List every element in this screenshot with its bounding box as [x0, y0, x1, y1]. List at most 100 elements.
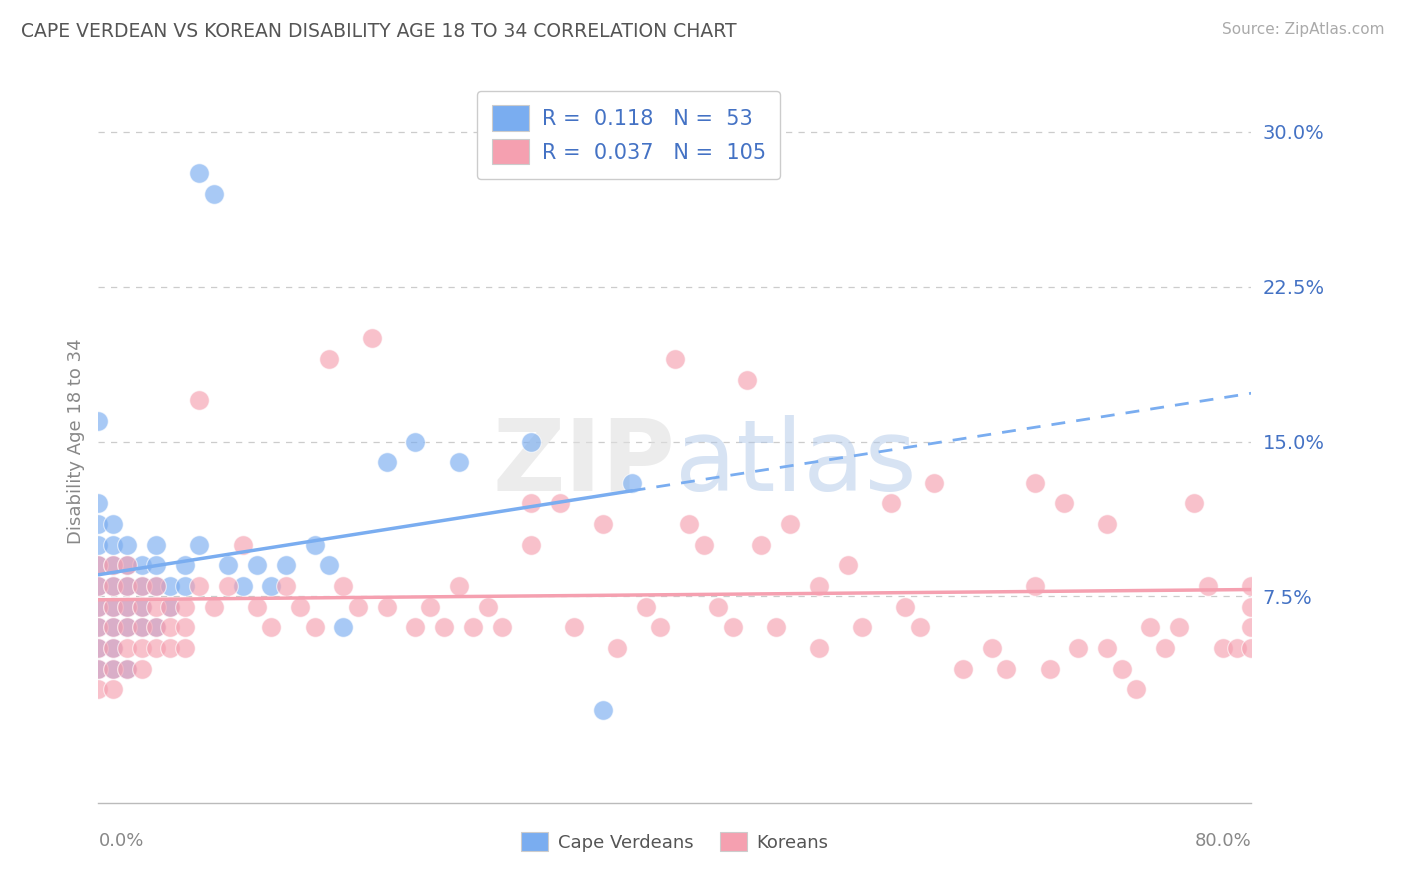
- Point: [101, 599, 124, 614]
- Legend: Cape Verdeans, Koreans: Cape Verdeans, Koreans: [515, 825, 835, 859]
- Point: [751, 538, 773, 552]
- Point: [1154, 640, 1177, 655]
- Point: [1240, 620, 1263, 634]
- Point: [405, 434, 427, 449]
- Point: [260, 620, 283, 634]
- Point: [318, 558, 340, 573]
- Point: [87, 599, 110, 614]
- Point: [101, 682, 124, 697]
- Point: [1226, 640, 1249, 655]
- Point: [304, 538, 326, 552]
- Point: [87, 620, 110, 634]
- Point: [1240, 640, 1263, 655]
- Point: [101, 558, 124, 573]
- Point: [117, 558, 139, 573]
- Point: [1139, 620, 1161, 634]
- Point: [117, 579, 139, 593]
- Point: [159, 599, 181, 614]
- Point: [87, 662, 110, 676]
- Point: [188, 393, 211, 408]
- Point: [592, 703, 614, 717]
- Point: [1024, 475, 1046, 490]
- Point: [375, 599, 398, 614]
- Point: [1111, 662, 1133, 676]
- Point: [924, 475, 946, 490]
- Point: [520, 538, 543, 552]
- Point: [87, 579, 110, 593]
- Text: 80.0%: 80.0%: [1195, 831, 1251, 850]
- Point: [1197, 579, 1219, 593]
- Y-axis label: Disability Age 18 to 34: Disability Age 18 to 34: [66, 339, 84, 544]
- Point: [1240, 599, 1263, 614]
- Point: [87, 496, 110, 510]
- Point: [131, 640, 153, 655]
- Point: [117, 620, 139, 634]
- Point: [995, 662, 1018, 676]
- Point: [231, 538, 254, 552]
- Point: [246, 599, 269, 614]
- Point: [1168, 620, 1191, 634]
- Point: [1053, 496, 1076, 510]
- Point: [87, 538, 110, 552]
- Point: [1182, 496, 1205, 510]
- Point: [159, 599, 181, 614]
- Point: [131, 558, 153, 573]
- Point: [318, 351, 340, 366]
- Point: [87, 640, 110, 655]
- Point: [131, 620, 153, 634]
- Point: [332, 620, 354, 634]
- Point: [260, 579, 283, 593]
- Point: [779, 517, 801, 532]
- Point: [159, 620, 181, 634]
- Point: [188, 538, 211, 552]
- Point: [1097, 517, 1119, 532]
- Point: [101, 579, 124, 593]
- Point: [87, 599, 110, 614]
- Point: [145, 620, 167, 634]
- Point: [346, 599, 368, 614]
- Point: [1067, 640, 1090, 655]
- Point: [1212, 640, 1234, 655]
- Point: [188, 166, 211, 180]
- Point: [304, 620, 326, 634]
- Point: [145, 558, 167, 573]
- Point: [1240, 579, 1263, 593]
- Point: [117, 538, 139, 552]
- Point: [117, 599, 139, 614]
- Point: [765, 620, 787, 634]
- Point: [246, 558, 269, 573]
- Point: [375, 455, 398, 469]
- Point: [117, 599, 139, 614]
- Point: [131, 620, 153, 634]
- Point: [87, 682, 110, 697]
- Point: [592, 517, 614, 532]
- Point: [332, 579, 354, 593]
- Point: [159, 579, 181, 593]
- Point: [1125, 682, 1147, 697]
- Text: CAPE VERDEAN VS KOREAN DISABILITY AGE 18 TO 34 CORRELATION CHART: CAPE VERDEAN VS KOREAN DISABILITY AGE 18…: [21, 22, 737, 41]
- Point: [87, 558, 110, 573]
- Text: 0.0%: 0.0%: [98, 831, 143, 850]
- Point: [131, 579, 153, 593]
- Point: [880, 496, 903, 510]
- Point: [217, 558, 239, 573]
- Point: [131, 579, 153, 593]
- Point: [101, 620, 124, 634]
- Point: [894, 599, 917, 614]
- Point: [87, 558, 110, 573]
- Point: [101, 558, 124, 573]
- Point: [274, 579, 297, 593]
- Point: [837, 558, 859, 573]
- Point: [174, 579, 197, 593]
- Text: atlas: atlas: [675, 415, 917, 512]
- Point: [188, 579, 211, 593]
- Point: [290, 599, 312, 614]
- Point: [174, 620, 197, 634]
- Point: [447, 579, 470, 593]
- Point: [101, 640, 124, 655]
- Point: [678, 517, 700, 532]
- Point: [117, 640, 139, 655]
- Point: [274, 558, 297, 573]
- Point: [202, 186, 225, 201]
- Point: [159, 640, 181, 655]
